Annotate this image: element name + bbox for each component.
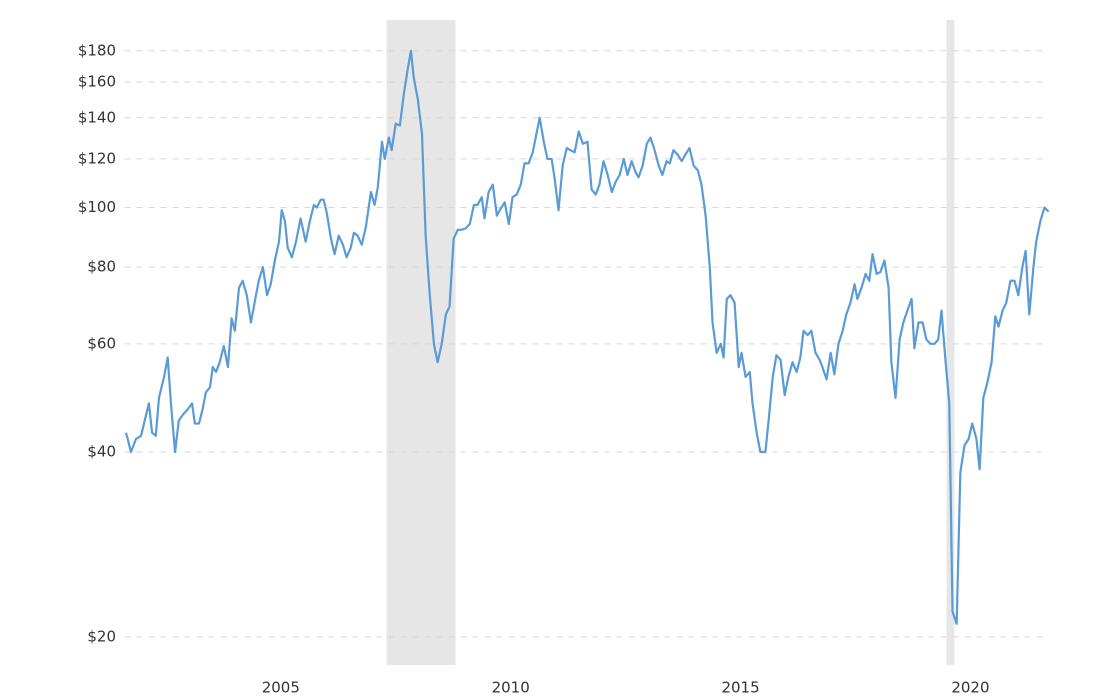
- x-tick-label: 2020: [951, 679, 989, 697]
- y-tick-label: $80: [87, 258, 116, 276]
- y-tick-label: $140: [78, 108, 116, 126]
- y-tick-label: $100: [78, 198, 116, 216]
- x-tick-label: 2005: [262, 679, 300, 697]
- y-tick-label: $120: [78, 149, 116, 167]
- recession-band: [386, 20, 456, 665]
- price-line: [124, 49, 1050, 625]
- recession-band: [946, 20, 955, 665]
- x-tick-label: 2015: [721, 679, 759, 697]
- y-tick-label: $60: [87, 334, 116, 352]
- y-tick-label: $20: [87, 627, 116, 645]
- y-tick-label: $40: [87, 442, 116, 460]
- x-tick-label: 2010: [492, 679, 530, 697]
- y-tick-label: $160: [78, 73, 116, 91]
- y-tick-label: $180: [78, 41, 116, 59]
